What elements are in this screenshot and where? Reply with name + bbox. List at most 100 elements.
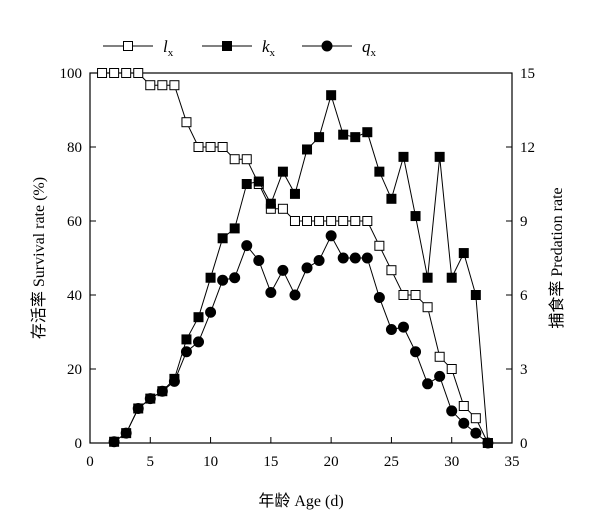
data-point-qx: [193, 336, 205, 348]
data-point-lx: [109, 68, 120, 78]
y-right-tick-label: 9: [520, 214, 528, 230]
data-point-kx: [470, 290, 481, 300]
data-point-lx: [314, 216, 325, 226]
data-point-kx: [205, 272, 216, 283]
data-point-qx: [337, 252, 349, 264]
data-point-qx: [229, 272, 241, 284]
data-point-qx: [241, 240, 253, 252]
legend-marker: [222, 41, 232, 51]
legend-item-lx: lx: [103, 37, 174, 59]
data-point-qx: [349, 252, 361, 264]
x-tick-label: 0: [86, 454, 94, 470]
data-point-kx: [302, 144, 313, 155]
x-axis-title: 年龄 Age (d): [258, 492, 343, 510]
data-point-lx: [169, 80, 180, 91]
data-point-lx: [241, 154, 252, 165]
data-point-lx: [217, 142, 228, 152]
y-left-tick-label: 80: [67, 140, 82, 156]
legend-label-subscript: x: [371, 47, 377, 59]
y-right-tick-label: 12: [520, 140, 535, 156]
data-point-qx: [253, 254, 265, 266]
legend-item-qx: qx: [302, 37, 377, 59]
x-tick-label: 5: [147, 454, 155, 470]
data-point-kx: [314, 132, 325, 143]
data-point-kx: [350, 132, 361, 143]
x-tick-label: 10: [203, 454, 218, 470]
data-point-lx: [193, 142, 204, 152]
data-point-qx: [397, 321, 409, 333]
data-point-lx: [338, 216, 349, 226]
y-axis-left: 0 20 40 60 80 100: [60, 66, 96, 452]
data-point-qx: [132, 402, 144, 414]
y-axis-right: 0 3 6 9 12 15: [506, 66, 535, 452]
data-point-qx: [144, 393, 156, 405]
data-point-lx: [133, 68, 144, 78]
y-right-tick-label: 15: [520, 66, 535, 82]
x-tick-label: 20: [324, 454, 339, 470]
data-point-lx: [362, 216, 373, 226]
data-point-qx: [205, 306, 217, 318]
y-left-tick-label: 100: [60, 66, 83, 82]
series-lx: [97, 68, 493, 448]
data-point-qx: [289, 289, 301, 301]
data-point-lx: [446, 364, 457, 374]
series-line-qx: [113, 234, 489, 444]
data-point-qx: [482, 437, 494, 449]
data-point-kx: [181, 334, 192, 345]
data-point-kx: [374, 166, 385, 177]
y-left-tick-label: 0: [75, 436, 83, 452]
data-point-kx: [446, 272, 457, 283]
series-layer: [97, 68, 494, 449]
x-tick-label: 30: [444, 454, 459, 470]
data-point-lx: [386, 265, 397, 276]
data-point-kx: [422, 272, 433, 283]
data-point-kx: [362, 127, 373, 138]
y-left-tick-label: 60: [67, 214, 82, 230]
data-point-qx: [168, 375, 180, 387]
data-point-lx: [289, 216, 300, 226]
x-tick-label: 15: [263, 454, 278, 470]
y-left-tick-label: 20: [67, 362, 82, 378]
data-point-qx: [108, 436, 120, 448]
legend-item-kx: kx: [202, 37, 276, 59]
data-point-qx: [265, 287, 277, 299]
legend-label: lx: [163, 37, 174, 59]
y-axis-left-title: 存活率 Survival rate (%): [30, 177, 48, 339]
data-point-lx: [205, 142, 216, 152]
data-point-qx: [120, 427, 132, 439]
data-point-lx: [470, 413, 481, 424]
data-point-lx: [229, 154, 240, 165]
data-point-lx: [410, 290, 421, 300]
data-point-kx: [217, 233, 228, 244]
data-point-kx: [398, 151, 409, 162]
data-point-kx: [410, 211, 421, 222]
data-point-kx: [193, 312, 204, 323]
data-point-kx: [458, 248, 469, 259]
data-point-lx: [157, 80, 168, 91]
data-point-kx: [241, 179, 252, 189]
y-right-tick-label: 0: [520, 436, 528, 452]
data-point-lx: [145, 80, 156, 91]
legend-marker: [123, 41, 133, 51]
data-point-lx: [121, 68, 132, 78]
data-point-kx: [326, 90, 337, 101]
data-point-kx: [265, 198, 276, 209]
data-point-qx: [458, 417, 470, 429]
y-left-tick-label: 40: [67, 288, 82, 304]
data-point-qx: [434, 370, 446, 382]
y-right-tick-label: 6: [520, 288, 528, 304]
data-point-kx: [434, 151, 445, 162]
y-axis-right-title: 捕食率 Predation rate: [548, 187, 566, 328]
legend-label-subscript: x: [168, 47, 174, 59]
data-point-qx: [325, 230, 337, 242]
plot-border: [89, 72, 513, 444]
data-point-kx: [386, 193, 397, 204]
data-point-qx: [156, 385, 168, 397]
data-point-qx: [446, 405, 458, 417]
data-point-kx: [229, 223, 240, 234]
data-point-lx: [434, 351, 445, 362]
legend-label: qx: [362, 37, 377, 59]
legend-marker: [321, 40, 333, 52]
